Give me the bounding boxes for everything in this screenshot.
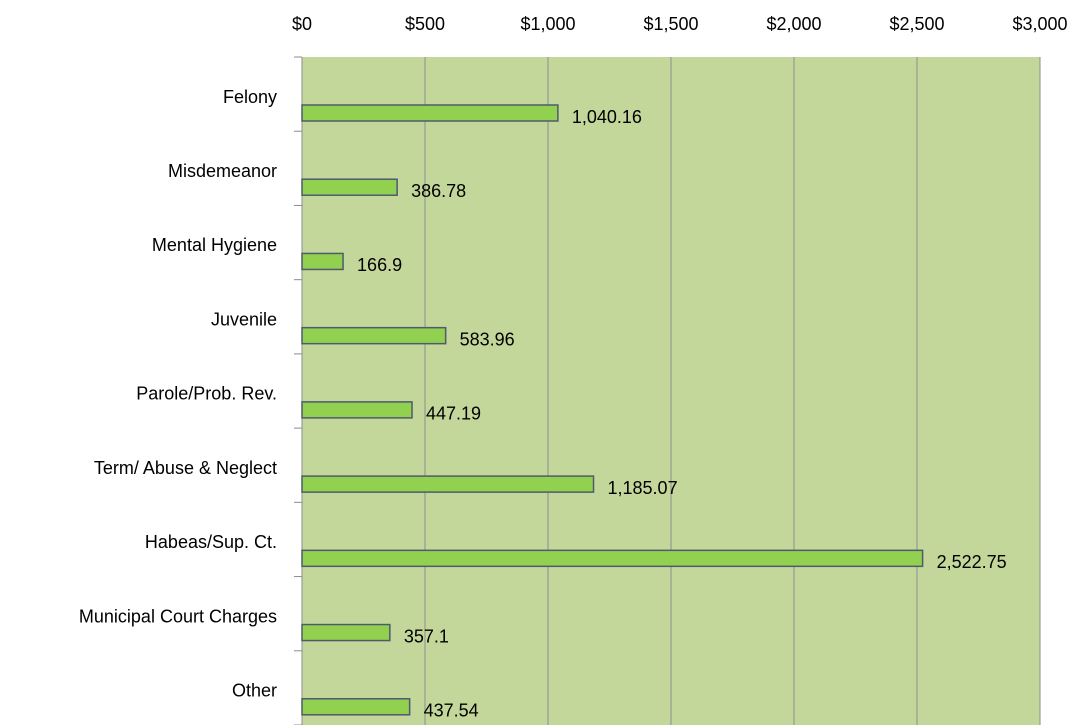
x-tick-label: $2,000 xyxy=(766,14,821,34)
x-tick-label: $500 xyxy=(405,14,445,34)
bar xyxy=(301,178,398,196)
data-label: 437.54 xyxy=(424,701,479,721)
data-label: 386.78 xyxy=(411,181,466,201)
y-tick-label: Juvenile xyxy=(211,309,277,329)
bar xyxy=(301,104,559,122)
bar xyxy=(301,326,447,345)
bar xyxy=(301,698,411,716)
bar xyxy=(301,475,595,493)
y-tick-label: Misdemeanor xyxy=(168,161,277,181)
data-label: 1,040.16 xyxy=(572,107,642,127)
x-tick-label: $1,500 xyxy=(643,14,698,34)
data-label: 1,185.07 xyxy=(608,478,678,498)
y-tick-label: Habeas/Sup. Ct. xyxy=(145,532,277,552)
data-label: 357.1 xyxy=(404,626,449,646)
data-label: 447.19 xyxy=(426,404,481,424)
y-tick-label: Felony xyxy=(223,87,277,107)
y-tick-label: Parole/Prob. Rev. xyxy=(136,384,277,404)
x-tick-label: $1,000 xyxy=(520,14,575,34)
x-tick-label: $2,500 xyxy=(889,14,944,34)
x-tick-label: $0 xyxy=(292,14,312,34)
y-tick-label: Other xyxy=(232,681,277,701)
bar xyxy=(301,401,413,419)
data-label: 166.9 xyxy=(357,255,402,275)
y-tick-label: Term/ Abuse & Neglect xyxy=(94,458,277,478)
data-label: 2,522.75 xyxy=(937,552,1007,572)
bar xyxy=(301,623,391,642)
bar xyxy=(301,549,924,568)
y-tick-label: Municipal Court Charges xyxy=(79,606,277,626)
bar xyxy=(301,252,344,271)
y-tick-label: Mental Hygiene xyxy=(152,235,277,255)
data-label: 583.96 xyxy=(460,329,515,349)
x-tick-label: $3,000 xyxy=(1012,14,1067,34)
